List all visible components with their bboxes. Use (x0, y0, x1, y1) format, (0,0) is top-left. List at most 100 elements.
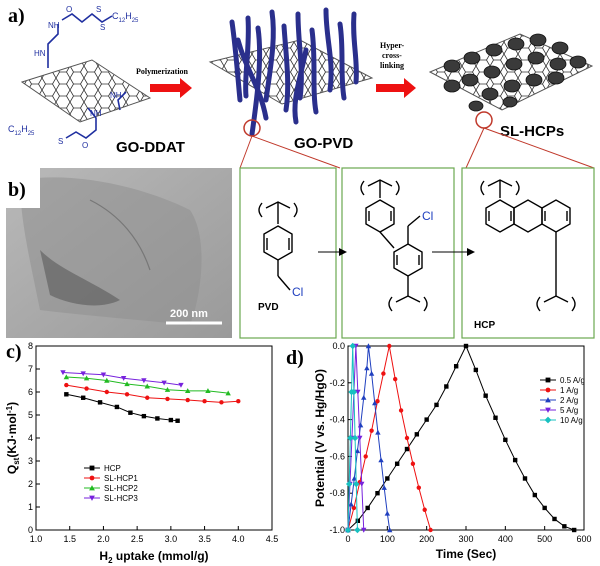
legend-marker (545, 377, 551, 383)
panel-a: a) NH O S S C12H25 HN NH NH O S C12H25 G… (8, 5, 595, 169)
arrow2-label-1: Hyper- (380, 41, 404, 50)
legend-label: 5 A/g (560, 406, 578, 415)
red-arrow-1 (150, 78, 192, 98)
data-point (552, 516, 557, 522)
go-pvd: GO-PVD (208, 7, 374, 152)
data-point (97, 400, 103, 405)
tem-fold (40, 250, 120, 306)
data-point (364, 365, 370, 371)
intermediate-structure (360, 179, 428, 312)
legend-marker (89, 495, 95, 501)
data-point (404, 435, 410, 441)
graphene-sheet-ddat (20, 59, 152, 123)
chart-d-xlabel: Time (Sec) (436, 547, 496, 561)
data-point (165, 396, 170, 402)
data-point (355, 389, 361, 395)
data-point (493, 415, 498, 420)
data-point (345, 480, 353, 488)
data-point (393, 376, 398, 382)
hcp-label: HCP (474, 320, 495, 331)
chart-c-ylabel: Qst(KJ·mol-1) (5, 402, 21, 474)
pvd-structure (258, 201, 298, 291)
atom-s-top2: S (100, 23, 105, 32)
data-point (365, 343, 372, 349)
x-tick-label: 300 (458, 534, 473, 544)
panel-label-a: a) (8, 5, 25, 27)
tem-wrinkle (89, 199, 151, 271)
data-point (348, 501, 354, 507)
data-point (369, 428, 374, 433)
go-pvd-name: GO-PVD (294, 135, 353, 152)
pvd-label: PVD (258, 302, 279, 313)
legend-label: 1 A/g (560, 386, 578, 395)
chart-d: d) Potential (V vs. Hg/HgO) Time (Sec) 0… (286, 341, 592, 561)
data-point (83, 375, 90, 381)
zoom-line-4 (483, 127, 595, 169)
data-point (124, 381, 130, 387)
data-point (428, 527, 433, 533)
hcp-structure-box (461, 167, 595, 339)
cl-pvd: Cl (292, 285, 303, 299)
data-point (398, 408, 404, 413)
chain-bottom-label: C12H25 (8, 124, 35, 137)
x-tick-label: 0 (345, 534, 350, 544)
data-point (104, 377, 110, 383)
x-tick-label: 2.0 (97, 534, 110, 544)
data-point (394, 461, 400, 466)
x-tick-label: 4.5 (266, 534, 279, 544)
x-tick-label: 3.0 (165, 534, 178, 544)
legend-label: HCP (104, 464, 121, 473)
atom-s-top: S (96, 5, 101, 14)
data-point (350, 388, 358, 396)
zoom-line-1 (239, 135, 253, 169)
data-point (155, 416, 160, 421)
data-point (353, 480, 360, 488)
data-point (385, 476, 390, 481)
data-point (361, 527, 367, 533)
chain-top-label: C12H25 (112, 11, 139, 24)
data-point (532, 492, 538, 498)
data-point (386, 527, 393, 533)
polymer-chains (229, 7, 359, 137)
chart-d-ylabel: Potential (V vs. Hg/HgO) (313, 369, 327, 507)
data-point (347, 434, 354, 442)
data-point (128, 410, 133, 415)
hcp-structure (480, 179, 576, 312)
hcp-clusters (443, 33, 587, 112)
data-point (202, 399, 207, 404)
data-point (185, 397, 190, 403)
data-point (416, 485, 421, 490)
legend-marker (544, 416, 552, 424)
data-point (368, 370, 375, 376)
atom-nh-top: NH (48, 21, 60, 30)
legend-label: 10 A/g (560, 416, 583, 425)
zoom-circle-hcp (475, 111, 493, 129)
atom-s-bottom: S (58, 137, 63, 146)
arrow-polymerization: Polymerization (136, 67, 192, 98)
legend-label: SL-HCP1 (104, 474, 138, 483)
ddat-top-linker (47, 24, 59, 68)
x-tick-label: 2.5 (131, 534, 144, 544)
chart-c-content: 1.0 1.5 2.0 2.5 3.0 3.5 4.0 4.5 0 1 2 3 4 5 6 7 8 (28, 341, 278, 544)
data-point (64, 382, 69, 388)
ddat-bottom-chain (65, 107, 97, 139)
data-point (144, 383, 150, 389)
legend-marker (89, 475, 95, 481)
data-point (384, 510, 391, 516)
y-tick-label: 3 (28, 456, 33, 466)
series-1 (64, 382, 241, 405)
y-tick-label: 2 (28, 479, 33, 489)
sl-hcps-name: SL-HCPs (500, 123, 564, 140)
legend-label: 2 A/g (560, 396, 578, 405)
data-point (64, 392, 69, 397)
data-point (387, 343, 392, 349)
scale-bar-label: 200 nm (170, 308, 208, 320)
y-tick-label: 0.0 (332, 341, 345, 351)
x-tick-label: 400 (498, 534, 513, 544)
x-tick-label: 200 (419, 534, 434, 544)
y-tick-label: -0.8 (329, 488, 345, 498)
chart-c-xlabel: H2 uptake (mmol/g) (99, 549, 208, 565)
chart-d-content: 0 100 200 300 400 500 600 0.0 -0.2 -0.4 -0.6 -0.8 -1… (329, 341, 591, 544)
atom-nh-bottom: NH (90, 109, 102, 118)
panel-label-d: d) (286, 347, 304, 369)
